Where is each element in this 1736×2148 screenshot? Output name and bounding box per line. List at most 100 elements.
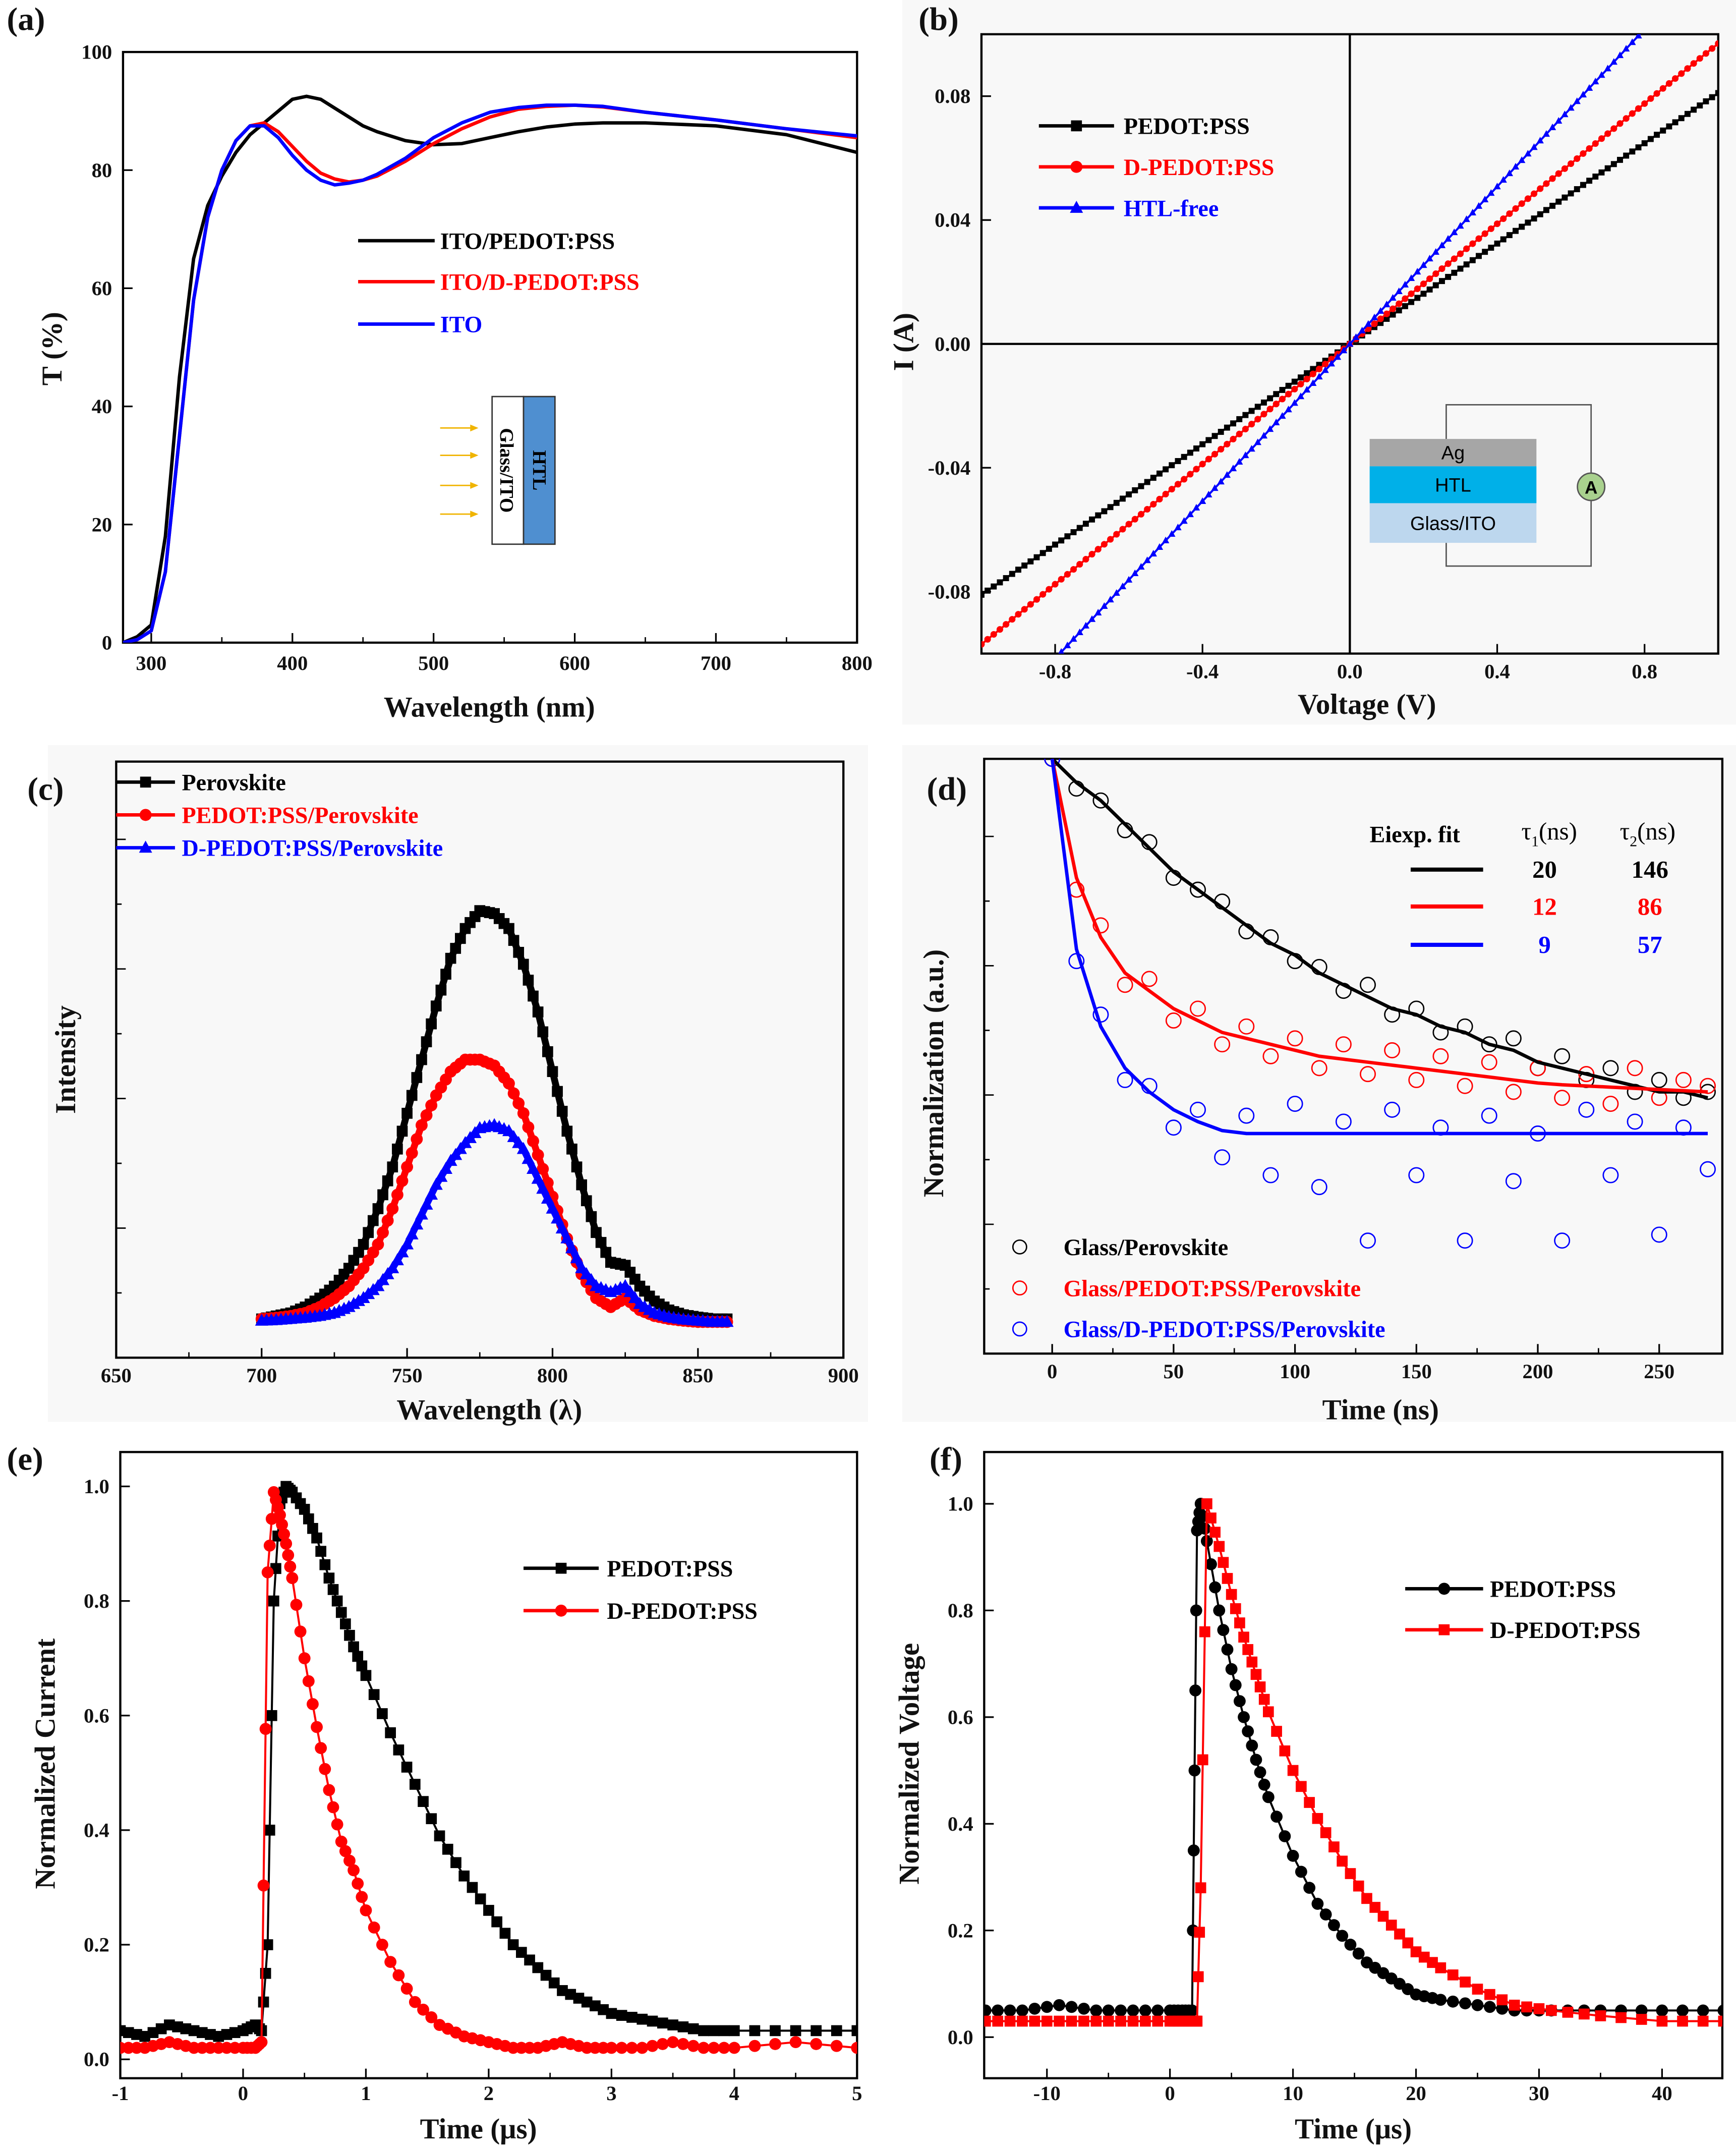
triangle-marker bbox=[1469, 208, 1476, 216]
square-marker bbox=[1070, 529, 1077, 535]
square-marker bbox=[636, 2013, 648, 2025]
square-marker bbox=[1377, 1910, 1389, 1922]
square-marker bbox=[576, 1179, 587, 1191]
series-line bbox=[985, 1502, 1722, 2012]
square-marker bbox=[1262, 1706, 1274, 1718]
square-marker bbox=[442, 1843, 453, 1855]
circle-marker bbox=[512, 1097, 525, 1110]
triangle-marker bbox=[720, 1315, 734, 1327]
circle-marker bbox=[656, 2038, 669, 2050]
circle-marker bbox=[830, 2040, 843, 2052]
circle-marker bbox=[1493, 220, 1501, 228]
square-marker bbox=[1242, 412, 1249, 418]
square-marker bbox=[1279, 1745, 1291, 1757]
circle-marker bbox=[1040, 2001, 1053, 2013]
x-tick-label: 700 bbox=[701, 652, 731, 674]
legend: PEDOT:PSS D-PEDOT:PSS bbox=[524, 1556, 758, 1624]
circle-marker bbox=[1344, 1939, 1357, 1951]
circle-marker bbox=[1377, 315, 1384, 322]
y-tick-label: 0.6 bbox=[948, 1706, 973, 1728]
square-marker bbox=[1101, 508, 1108, 515]
square-marker bbox=[1238, 1631, 1249, 1643]
y-tick-label: 0.4 bbox=[948, 1813, 973, 1835]
triangle-marker bbox=[1334, 353, 1342, 360]
circle-marker bbox=[1500, 215, 1507, 222]
circle-marker bbox=[1434, 1994, 1447, 2006]
square-marker bbox=[1296, 1781, 1307, 1792]
square-marker bbox=[1071, 120, 1082, 132]
square-marker bbox=[1267, 395, 1274, 402]
open-circle-marker bbox=[1457, 1232, 1473, 1249]
square-marker bbox=[1138, 483, 1144, 489]
open-circle-marker bbox=[1651, 1071, 1667, 1088]
square-marker bbox=[421, 1036, 432, 1047]
layer-1 bbox=[1369, 466, 1537, 503]
circle-marker bbox=[1438, 265, 1445, 272]
square-marker bbox=[1234, 1617, 1245, 1628]
square-marker bbox=[262, 1939, 273, 1950]
square-marker bbox=[1103, 2015, 1114, 2027]
circle-marker bbox=[1678, 70, 1685, 77]
square-marker bbox=[426, 1018, 437, 1030]
open-circle-marker bbox=[1602, 1096, 1619, 1112]
square-marker bbox=[647, 2015, 658, 2027]
square-marker bbox=[1218, 1557, 1229, 1568]
circle-marker bbox=[1088, 550, 1095, 558]
square-marker bbox=[1672, 119, 1679, 126]
square-marker bbox=[1029, 2015, 1040, 2027]
square-marker bbox=[1615, 2012, 1627, 2023]
square-marker bbox=[1595, 2010, 1606, 2021]
circle-marker bbox=[1524, 195, 1531, 202]
square-marker bbox=[392, 1143, 403, 1155]
legend-label: ITO/D-PEDOT:PSS bbox=[440, 269, 640, 295]
triangle-marker bbox=[1149, 549, 1157, 557]
panel-label: (d) bbox=[927, 771, 967, 808]
circle-marker bbox=[1303, 375, 1310, 382]
open-circle-marker bbox=[1335, 1113, 1352, 1130]
square-marker bbox=[268, 1595, 279, 1607]
square-marker bbox=[1678, 115, 1685, 122]
circle-marker bbox=[1217, 1624, 1230, 1636]
circle-marker bbox=[1162, 490, 1169, 498]
square-marker bbox=[445, 952, 456, 964]
series-2 bbox=[255, 1118, 734, 1327]
axes: -1 0 1 2 3 4 5 0.0 0.2 0.4 0.6 0.8 1.0 bbox=[84, 1451, 862, 2105]
y-tick-label: -0.04 bbox=[928, 457, 971, 479]
square-marker bbox=[455, 933, 466, 944]
triangle-marker bbox=[1186, 511, 1194, 518]
x-tick-label: 5 bbox=[852, 2082, 862, 2105]
triangle-marker bbox=[439, 1162, 453, 1174]
square-marker bbox=[1246, 1656, 1258, 1668]
circle-marker bbox=[1272, 401, 1280, 408]
square-marker bbox=[1066, 2015, 1077, 2027]
circle-marker bbox=[1070, 160, 1083, 173]
square-marker bbox=[1568, 190, 1574, 197]
circle-marker bbox=[1659, 85, 1666, 92]
circle-marker bbox=[1537, 185, 1544, 192]
square-marker bbox=[616, 2010, 627, 2021]
square-marker bbox=[311, 1532, 322, 1544]
square-marker bbox=[1191, 2015, 1203, 2027]
square-marker bbox=[1506, 232, 1513, 239]
triangle-marker bbox=[1561, 110, 1569, 118]
square-marker bbox=[1519, 223, 1525, 230]
circle-marker bbox=[1438, 1582, 1451, 1595]
x-tick-label: 40 bbox=[1652, 2082, 1672, 2105]
circle-marker bbox=[1383, 310, 1390, 317]
square-marker bbox=[1447, 1969, 1459, 1981]
square-marker bbox=[475, 1893, 486, 1905]
circle-marker bbox=[1254, 416, 1261, 423]
square-marker bbox=[382, 1175, 393, 1186]
square-marker bbox=[991, 583, 997, 590]
square-marker bbox=[426, 1813, 437, 1825]
circle-marker bbox=[352, 1877, 364, 1890]
square-marker bbox=[1156, 470, 1163, 477]
square-marker bbox=[523, 975, 534, 986]
circle-marker bbox=[1444, 260, 1452, 267]
circle-marker bbox=[420, 1109, 433, 1121]
open-circle-marker bbox=[1190, 1000, 1206, 1017]
x-axis-label: Time (μs) bbox=[420, 2113, 537, 2145]
triangle-marker bbox=[1309, 379, 1317, 386]
square-marker bbox=[1617, 156, 1623, 163]
square-marker bbox=[790, 2025, 801, 2037]
